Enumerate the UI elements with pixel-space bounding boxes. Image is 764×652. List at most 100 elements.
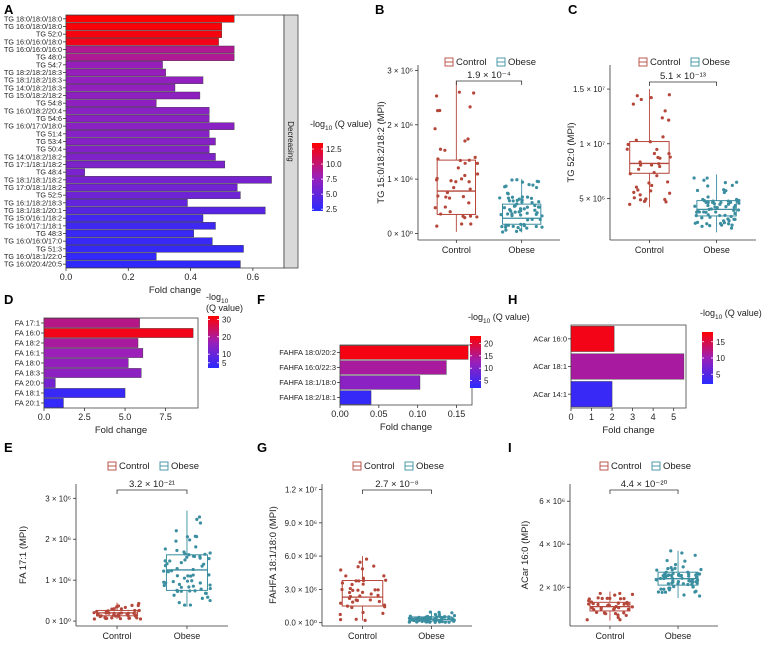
panel-b: B 0 × 10⁰ 1 × 10⁶ 2 × 10⁶ 3 × 10⁶ TG 15:0/18… [375, 2, 560, 255]
data-point [110, 607, 114, 611]
box-plot-e: 0 × 10⁰ 1 × 10⁶ 2 × 10⁶ 3 × 10⁶ FA 17:1 (MPI… [18, 461, 228, 641]
data-point [649, 163, 654, 167]
data-point [733, 211, 737, 216]
data-point [118, 617, 123, 621]
panel-letter-b: B [375, 2, 384, 17]
data-point [729, 214, 733, 219]
bar [65, 176, 272, 184]
data-point [666, 582, 671, 586]
color-legend: -log10 (Q value) 12.5 10.0 7.5 5.0 2.5 [310, 119, 372, 214]
data-point [187, 553, 191, 557]
data-point [361, 610, 365, 615]
data-point [693, 590, 697, 594]
legend-tick-label: 12.5 [326, 145, 342, 154]
legend-tick-label: 5 [222, 359, 227, 368]
category-label: TG 16:0/17:0/18:0 [4, 122, 62, 131]
x-axis-label: Fold change [380, 422, 432, 433]
data-point [189, 574, 193, 578]
x-tick-label: 0.15 [448, 409, 466, 419]
bar [65, 222, 216, 230]
p-value-label: 4.4 × 10⁻²⁰ [621, 479, 668, 490]
data-point [468, 187, 472, 191]
category-label: FAHFA 16:0/22:3 [279, 363, 336, 372]
data-point [361, 579, 366, 583]
data-point [522, 207, 526, 211]
data-point [438, 147, 443, 151]
y-tick-label: 1 × 10⁷ [580, 140, 605, 149]
bar [570, 325, 615, 352]
bar [43, 398, 64, 408]
bar [65, 107, 210, 115]
bar [65, 30, 222, 38]
data-point [665, 558, 669, 563]
data-point [529, 196, 534, 200]
data-point [350, 605, 354, 610]
data-point [683, 559, 687, 563]
data-point [537, 200, 541, 204]
data-point [119, 607, 124, 611]
data-point [531, 183, 535, 187]
data-point [705, 222, 709, 226]
data-point [506, 196, 511, 200]
x-tick-label: 0 [568, 412, 573, 422]
legend-gradient [470, 336, 481, 388]
bar [65, 84, 176, 92]
data-point [540, 214, 544, 218]
data-point [500, 224, 504, 229]
data-point [710, 200, 715, 204]
category-label: TG 14:0/18:2/18:3 [4, 83, 62, 92]
data-point [587, 602, 591, 606]
data-point [428, 620, 432, 624]
x-tick-label: 0.10 [409, 409, 427, 419]
data-point [647, 181, 651, 185]
data-point [585, 618, 589, 622]
data-point [525, 205, 530, 209]
data-point [348, 586, 352, 591]
data-point [435, 178, 439, 182]
bar [65, 122, 235, 130]
y-tick-label: 6 × 10⁶ [539, 497, 565, 506]
category-label: FA 18:1 [15, 389, 40, 398]
data-point [137, 608, 141, 613]
data-point [437, 612, 441, 616]
data-point [138, 617, 143, 621]
x-tick-label: Obese [703, 245, 730, 255]
legend-tick-label: 5 [716, 370, 721, 379]
data-point [175, 574, 179, 578]
data-point [697, 572, 702, 576]
y-tick-label: 5 × 10⁶ [579, 194, 605, 203]
data-point [466, 137, 470, 141]
data-point [616, 615, 620, 620]
data-point [659, 587, 663, 591]
x-tick-label: Control [595, 631, 624, 641]
bar [65, 76, 204, 84]
data-point [673, 566, 677, 570]
data-point [475, 215, 479, 219]
y-tick-label: 2 × 10⁶ [45, 535, 71, 544]
data-point [630, 592, 635, 596]
data-point [162, 583, 166, 588]
box-plot-c: 5 × 10⁶ 1 × 10⁷ 1.5 × 10⁷ TG 52:0 (MPI) Cont… [566, 57, 756, 255]
data-point [459, 177, 464, 181]
data-point [372, 564, 376, 568]
data-point [630, 605, 634, 609]
bar [43, 388, 126, 398]
data-point [650, 183, 654, 188]
data-point [344, 574, 348, 578]
data-point [433, 206, 437, 210]
data-point [643, 199, 647, 203]
data-point [639, 97, 643, 102]
bar-chart-a: TG 18:0/18:0/18:0TG 16:0/18:0/18:0TG 52:… [4, 14, 372, 296]
data-point [502, 206, 507, 210]
data-point [519, 228, 523, 232]
data-point [110, 616, 114, 620]
data-point [340, 581, 345, 585]
data-point [452, 186, 456, 190]
data-point [444, 195, 448, 199]
y-tick-label: 2 × 10⁶ [387, 121, 413, 130]
data-point [596, 596, 600, 600]
data-point [438, 108, 442, 113]
data-point [468, 214, 473, 218]
data-point [679, 573, 683, 578]
